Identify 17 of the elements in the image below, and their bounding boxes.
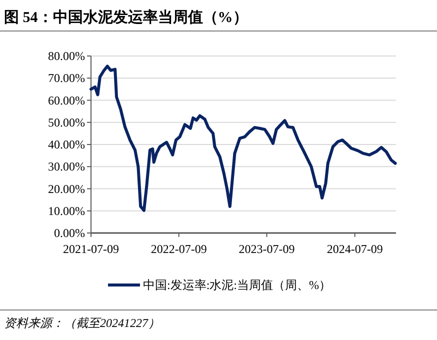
x-tick-label: 2024-07-09: [326, 242, 383, 256]
chart-title: 图 54：中国水泥发运率当周值（%）: [4, 8, 248, 26]
line-series: [90, 64, 397, 212]
legend-label: 中国:发运率:水泥:当周值（周、%）: [143, 278, 331, 292]
x-tick-label: 2023-07-09: [238, 242, 295, 256]
y-tick-label: 10.00%: [48, 204, 85, 218]
y-tick-label: 30.00%: [48, 160, 85, 174]
x-tick-label: 2021-07-09: [63, 242, 119, 256]
y-tick-label: 20.00%: [48, 182, 85, 196]
y-tick-label: 40.00%: [48, 138, 85, 152]
y-tick-label: 50.00%: [48, 115, 85, 130]
y-tick-label: 70.00%: [48, 71, 85, 86]
x-tick-label: 2022-07-09: [150, 242, 207, 256]
y-tick-label: 0.00%: [54, 226, 85, 240]
y-tick-label: 80.00%: [48, 49, 85, 63]
y-tick-label: 60.00%: [48, 93, 85, 108]
text: 资料来源：（截至20241227）: [4, 316, 160, 330]
